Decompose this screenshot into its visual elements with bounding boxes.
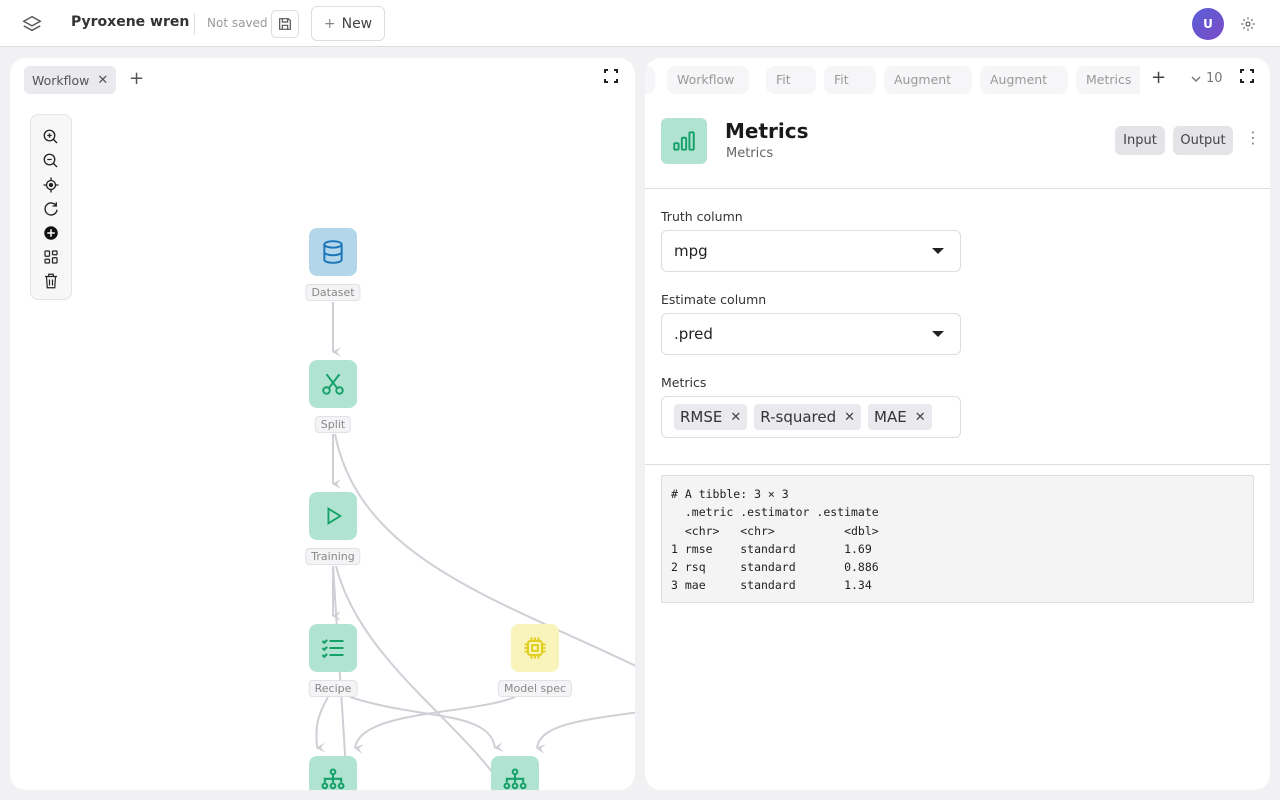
metric-chip: R-squared ✕ xyxy=(754,404,862,430)
divider xyxy=(645,188,1270,189)
play-icon xyxy=(327,507,343,525)
node-recipe[interactable] xyxy=(309,624,357,672)
output-console: # A tibble: 3 × 3 .metric .estimator .es… xyxy=(661,475,1254,603)
save-status: Not saved xyxy=(207,16,268,30)
plus-icon: + xyxy=(323,15,336,32)
fullscreen-icon[interactable] xyxy=(604,68,618,87)
tab-overflow-dropdown[interactable]: 10 xyxy=(1190,71,1223,86)
layers-icon[interactable] xyxy=(21,13,43,39)
node-label: Split xyxy=(314,416,352,433)
tab-fit[interactable]: Fit xyxy=(824,66,876,94)
more-icon[interactable]: ⋮ xyxy=(1245,128,1261,147)
node-detail-panel: Workflow Fit Fit Augment Augment Metrics… xyxy=(645,58,1270,790)
metrics-label: Metrics xyxy=(661,375,707,390)
edge xyxy=(334,433,635,667)
fullscreen-icon[interactable] xyxy=(1240,68,1254,87)
node-split[interactable] xyxy=(309,360,357,408)
remove-icon[interactable]: ✕ xyxy=(730,409,742,425)
node-training[interactable] xyxy=(309,492,357,540)
canvas-toolbar xyxy=(30,114,72,300)
metrics-multiselect[interactable]: RMSE ✕ R-squared ✕ MAE ✕ xyxy=(661,396,961,438)
layout-icon[interactable] xyxy=(42,248,60,266)
add-tab-button[interactable]: + xyxy=(1151,67,1167,88)
tab-augment[interactable]: Augment xyxy=(884,66,972,94)
remove-icon[interactable]: ✕ xyxy=(914,409,926,425)
chip-label: MAE xyxy=(874,408,907,426)
workflow-canvas-panel: Workflow ✕ + Dataset Split Training Reci… xyxy=(10,58,635,790)
estimate-column-select[interactable]: .pred xyxy=(661,313,961,355)
top-bar: Pyroxene wren Not saved + New U xyxy=(0,0,1280,47)
refresh-icon[interactable] xyxy=(42,200,60,218)
chip-label: R-squared xyxy=(760,408,837,426)
tab-partial[interactable] xyxy=(645,66,655,94)
divider xyxy=(645,464,1270,465)
tab-metrics[interactable]: Metrics xyxy=(1076,66,1140,94)
caret-down-icon xyxy=(932,331,944,337)
truth-column-label: Truth column xyxy=(661,209,743,224)
chip-label: RMSE xyxy=(680,408,723,426)
zoom-out-icon[interactable] xyxy=(42,152,60,170)
trash-icon[interactable] xyxy=(42,272,60,290)
add-node-icon[interactable] xyxy=(42,224,60,242)
avatar[interactable]: U xyxy=(1192,8,1224,40)
hierarchy-icon xyxy=(503,768,527,790)
scissors-icon xyxy=(322,373,344,395)
node-fit[interactable] xyxy=(491,756,539,790)
node-fit[interactable] xyxy=(309,756,357,790)
node-title: Metrics xyxy=(725,119,809,143)
hierarchy-icon xyxy=(321,768,345,790)
close-icon[interactable]: ✕ xyxy=(97,72,109,88)
truth-column-select[interactable]: mpg xyxy=(661,230,961,272)
divider xyxy=(194,13,195,35)
node-label: Training xyxy=(305,548,361,565)
tab-workflow[interactable]: Workflow xyxy=(667,66,749,94)
node-icon xyxy=(661,118,707,164)
edge xyxy=(335,565,506,790)
tab-fit[interactable]: Fit xyxy=(766,66,816,94)
chevron-down-icon xyxy=(1191,76,1201,82)
project-title[interactable]: Pyroxene wren xyxy=(71,14,190,30)
tab-augment[interactable]: Augment xyxy=(980,66,1068,94)
save-icon xyxy=(279,18,291,30)
tab-count: 10 xyxy=(1206,71,1223,86)
node-label: Dataset xyxy=(305,284,361,301)
chip-icon xyxy=(524,637,546,659)
new-label: New xyxy=(341,15,373,32)
node-dataset[interactable] xyxy=(309,228,357,276)
bar-chart-icon xyxy=(673,131,695,151)
output-button[interactable]: Output xyxy=(1173,126,1233,155)
tab-label: Workflow xyxy=(32,72,90,88)
edge xyxy=(354,696,516,755)
metric-chip: RMSE ✕ xyxy=(674,404,748,430)
save-button[interactable] xyxy=(271,10,299,38)
edge xyxy=(349,696,504,752)
checklist-icon xyxy=(321,639,344,659)
node-subtitle: Metrics xyxy=(726,146,774,161)
caret-down-icon xyxy=(932,248,944,254)
node-label: Recipe xyxy=(308,680,358,697)
metric-chip: MAE ✕ xyxy=(868,404,932,430)
remove-icon[interactable]: ✕ xyxy=(844,409,856,425)
node-label: Model spec xyxy=(497,680,573,697)
estimate-column-label: Estimate column xyxy=(661,292,767,307)
select-value: mpg xyxy=(674,242,708,260)
gear-icon[interactable] xyxy=(1240,16,1256,36)
edge xyxy=(315,696,329,753)
new-button[interactable]: + New xyxy=(311,6,385,41)
input-button[interactable]: Input xyxy=(1115,126,1165,155)
select-value: .pred xyxy=(674,325,713,343)
zoom-in-icon[interactable] xyxy=(42,128,60,146)
edge xyxy=(536,711,635,755)
add-tab-button[interactable]: + xyxy=(129,68,145,89)
node-model-spec[interactable] xyxy=(511,624,559,672)
center-icon[interactable] xyxy=(42,176,60,194)
tab-workflow[interactable]: Workflow ✕ xyxy=(24,66,117,94)
database-icon xyxy=(323,240,343,264)
